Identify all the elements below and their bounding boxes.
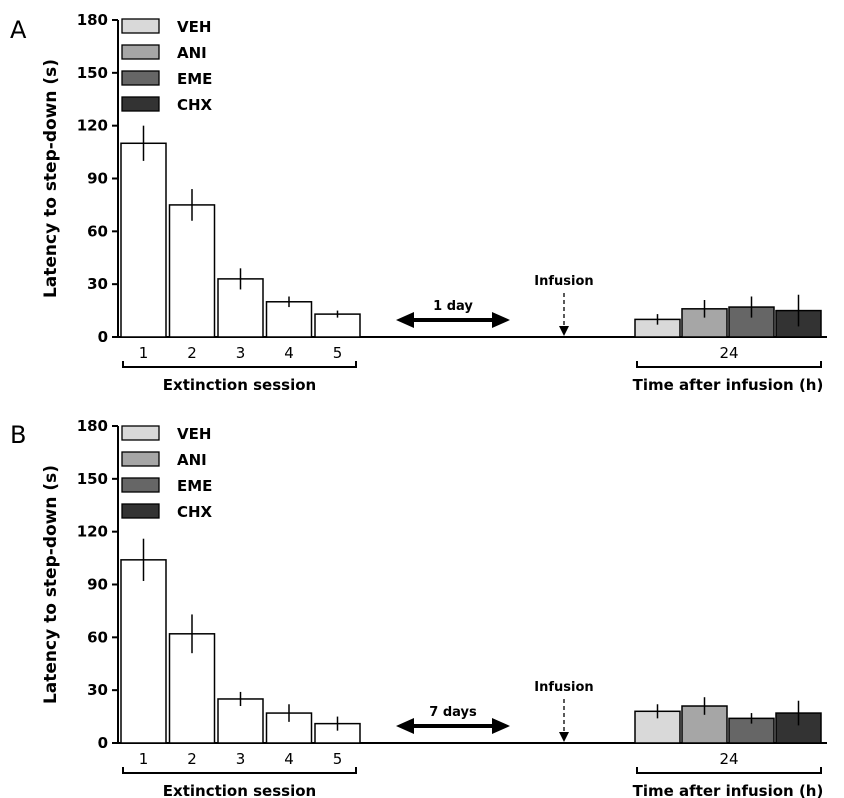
gap-arrow-label: 7 days [429,705,477,720]
y-tick-label: 90 [87,576,108,594]
y-tick-label: 150 [77,470,108,488]
y-tick-label: 90 [87,170,108,188]
x-tick-label: 2 [187,750,197,768]
panel-letter: B [10,421,26,449]
x-tick-label: 24 [719,344,738,362]
infusion-label: Infusion [534,274,593,289]
extinction-bar [120,559,167,744]
chart-b: B Latency to step-down (s) 0 30 60 90 120 150 18… [10,417,827,798]
y-tick-label: 60 [87,222,108,240]
extinction-group-label: Extinction session [163,782,316,798]
panel-b: B Latency to step-down (s) 0 30 60 90 120 150 18… [0,406,844,798]
infusion-group-label: Time after infusion (h) [633,376,824,394]
infusion-group-label: Time after infusion (h) [633,782,824,798]
legend-swatch-ani [121,44,160,60]
legend-label-ani: ANI [177,451,207,469]
infusion-bar-ani [681,308,728,338]
y-axis-label: Latency to step-down (s) [41,465,61,704]
panel-letter: A [10,16,27,44]
y-tick-label: 120 [77,523,108,541]
legend-label-veh: VEH [177,425,211,443]
gap-arrow-head-right [492,312,510,328]
x-tick-label: 3 [236,750,246,768]
legend-swatch-ani [121,451,160,467]
y-tick-label: 60 [87,628,108,646]
legend-label-ani: ANI [177,44,207,62]
legend-swatch-veh [121,18,160,34]
legend-label-eme: EME [177,70,212,88]
y-tick-label: 30 [87,275,108,293]
x-tick-label: 5 [333,750,343,768]
x-tick-label: 2 [187,344,197,362]
legend-label-veh: VEH [177,18,211,36]
extinction-bar [168,204,216,338]
x-tick-label: 4 [284,750,294,768]
legend-label-chx: CHX [177,96,213,114]
legend-label-chx: CHX [177,503,213,521]
y-tick-label: 150 [77,64,108,82]
y-tick-label: 0 [98,734,108,752]
legend-swatch-eme [121,70,160,86]
gap-arrow-head-right [492,718,510,734]
y-tick-label: 0 [98,328,108,346]
extinction-bracket [122,361,357,368]
y-tick-label: 180 [77,417,108,435]
y-axis-label: Latency to step-down (s) [41,59,61,298]
legend-swatch-veh [121,425,160,441]
y-tick-label: 180 [77,11,108,29]
gap-arrow-head-left [396,312,414,328]
legend-swatch-chx [121,96,160,112]
extinction-group-label: Extinction session [163,376,316,394]
x-tick-label: 24 [719,750,738,768]
legend-swatch-eme [121,477,160,493]
panel-a: A Latency to step-down (s) 0 30 60 90 120 150 18… [10,11,827,394]
infusion-label: Infusion [534,680,593,695]
infusion-bracket [636,767,822,774]
chart-a: A Latency to step-down (s) 0 30 60 90 120 150 18… [10,11,827,394]
y-tick-label: 30 [87,681,108,699]
extinction-bar [217,698,264,744]
legend-swatch-chx [121,503,160,519]
x-tick-label: 4 [284,344,294,362]
legend-label-eme: EME [177,477,212,495]
extinction-bar [120,142,167,338]
y-tick-label: 120 [77,117,108,135]
infusion-arrow-head [559,732,569,742]
x-tick-label: 1 [139,344,149,362]
gap-arrow-head-left [396,718,414,734]
x-tick-label: 1 [139,750,149,768]
x-tick-label: 5 [333,344,343,362]
extinction-bracket [122,767,357,774]
infusion-bracket [636,361,822,368]
infusion-arrow-head [559,326,569,336]
x-tick-label: 3 [236,344,246,362]
gap-arrow-label: 1 day [433,299,473,314]
